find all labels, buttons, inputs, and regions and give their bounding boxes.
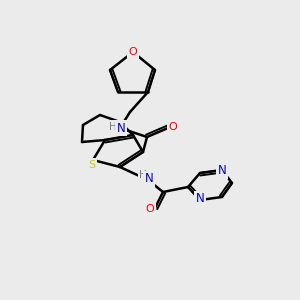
Text: O: O [169,122,177,132]
Text: O: O [146,204,154,214]
Text: N: N [196,193,204,206]
Text: N: N [145,172,153,185]
Text: H: H [109,122,117,132]
Text: S: S [88,160,96,170]
Text: N: N [218,164,226,178]
Text: H: H [139,170,147,180]
Text: O: O [129,47,137,57]
Text: N: N [117,122,125,134]
